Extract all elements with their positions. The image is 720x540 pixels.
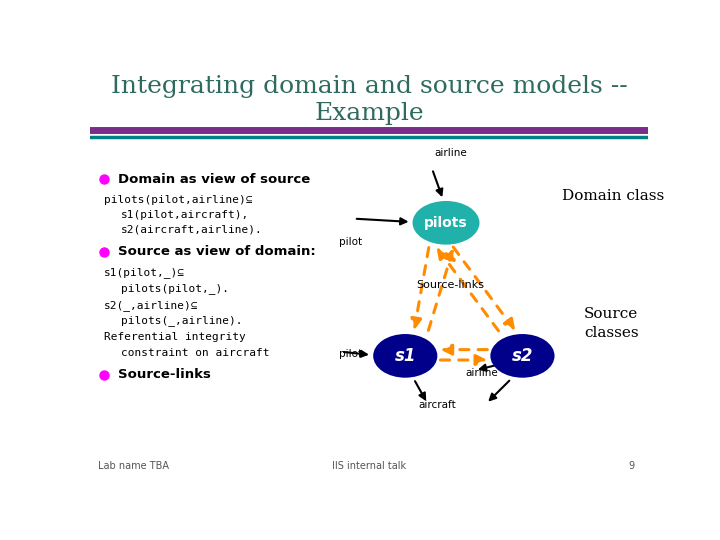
Text: s1: s1	[395, 347, 416, 365]
Text: Source-links: Source-links	[416, 280, 484, 290]
Text: pilot: pilot	[339, 349, 362, 359]
Ellipse shape	[490, 334, 554, 377]
Text: airline: airline	[465, 368, 498, 379]
Text: pilots(pilot,_).: pilots(pilot,_).	[121, 282, 229, 294]
Text: pilots(_,airline).: pilots(_,airline).	[121, 315, 242, 326]
Text: Source as view of domain:: Source as view of domain:	[118, 245, 315, 259]
Text: pilot: pilot	[339, 237, 362, 247]
Text: s2(_,airline)⊆: s2(_,airline)⊆	[104, 300, 199, 310]
Text: classes: classes	[584, 326, 639, 340]
Text: s1(pilot,_)⊆: s1(pilot,_)⊆	[104, 267, 185, 278]
Text: 9: 9	[628, 462, 634, 471]
Text: s2(aircraft,airline).: s2(aircraft,airline).	[121, 225, 262, 235]
Text: Domain as view of source: Domain as view of source	[118, 173, 310, 186]
Text: constraint on aircraft: constraint on aircraft	[121, 348, 269, 357]
Text: IIS internal talk: IIS internal talk	[332, 462, 406, 471]
Text: Source: Source	[584, 307, 638, 321]
Text: Integrating domain and source models --
Example: Integrating domain and source models -- …	[111, 76, 627, 125]
Text: aircraft: aircraft	[418, 400, 456, 409]
Text: pilots(pilot,airline)⊆: pilots(pilot,airline)⊆	[104, 195, 253, 205]
Ellipse shape	[373, 334, 437, 377]
Text: s1(pilot,aircraft),: s1(pilot,aircraft),	[121, 210, 249, 220]
Text: pilots: pilots	[424, 216, 468, 230]
Text: Referential integrity: Referential integrity	[104, 332, 246, 342]
Text: airline: airline	[435, 148, 467, 158]
Text: s2: s2	[512, 347, 534, 365]
Text: Lab name TBA: Lab name TBA	[99, 462, 169, 471]
Ellipse shape	[413, 201, 480, 245]
Text: Domain class: Domain class	[562, 189, 664, 203]
Text: Source-links: Source-links	[118, 368, 211, 381]
